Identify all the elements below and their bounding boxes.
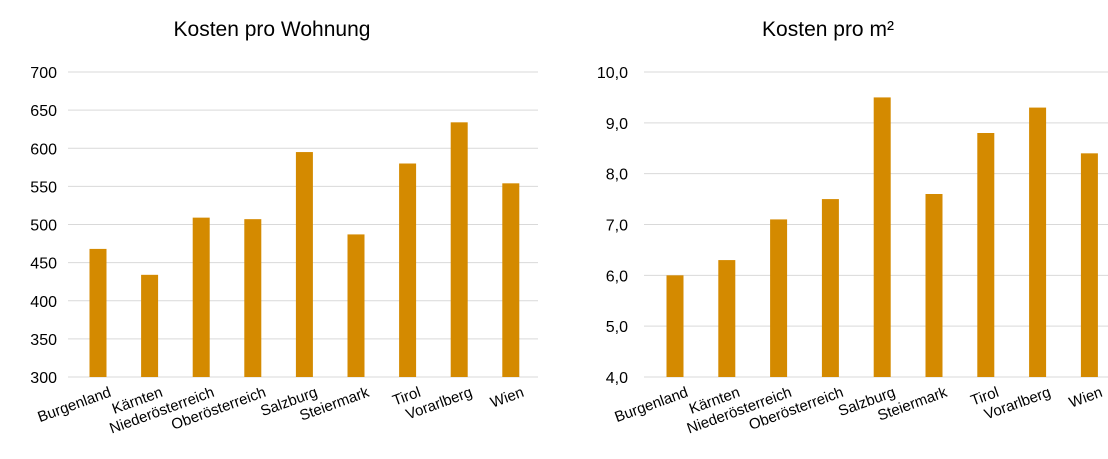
bar-salzburg	[873, 97, 891, 378]
y-tick-label: 500	[30, 218, 57, 235]
bar-niederösterreich	[770, 219, 788, 377]
bar-oberösterreich	[244, 219, 262, 377]
y-tick-label: 600	[30, 141, 57, 158]
bar-kärnten	[141, 274, 159, 377]
bar-burgenland	[89, 248, 107, 377]
y-tick-label: 5,0	[606, 319, 628, 336]
y-tick-label: 550	[30, 179, 57, 196]
chart-kosten-pro-m2: Kosten pro m² 4,0 5,0 6,0 7,0 8,0 9,0 10,0 Burg…	[597, 18, 1108, 437]
y-tick-label: 4,0	[606, 370, 628, 387]
bar-vorarlberg	[1029, 107, 1047, 377]
y-tick-label: 6,0	[606, 268, 628, 285]
y-tick-label: 10,0	[597, 65, 628, 82]
bar-wien	[502, 183, 520, 377]
x-category-label: Burgenland	[612, 384, 690, 426]
y-tick-label: 450	[30, 256, 57, 273]
x-category-label: Wien	[1067, 384, 1105, 412]
bar-salzburg	[295, 152, 313, 377]
x-category-label: Wien	[488, 384, 526, 412]
y-tick-label: 650	[30, 103, 57, 120]
bar-steiermark	[347, 234, 365, 377]
bar-wien	[1080, 153, 1098, 377]
bar-steiermark	[925, 194, 943, 377]
bar-tirol	[399, 163, 417, 377]
bar-tirol	[977, 133, 995, 377]
bar-oberösterreich	[821, 199, 839, 377]
y-tick-label: 300	[30, 370, 57, 387]
y-tick-label: 350	[30, 332, 57, 349]
bar-vorarlberg	[450, 122, 468, 377]
y-tick-label: 8,0	[606, 167, 628, 184]
y-tick-label: 7,0	[606, 218, 628, 235]
y-tick-label: 400	[30, 294, 57, 311]
chart-title: Kosten pro Wohnung	[174, 18, 371, 41]
bar-kärnten	[718, 260, 736, 377]
y-tick-label: 700	[30, 65, 57, 82]
x-category-label: Burgenland	[35, 384, 113, 426]
chart-kosten-pro-wohnung: Kosten pro Wohnung 300 350 400 450 500 550 600…	[30, 18, 538, 437]
y-tick-label: 9,0	[606, 116, 628, 133]
chart-title: Kosten pro m²	[762, 18, 894, 41]
bar-niederösterreich	[192, 217, 210, 377]
bar-burgenland	[666, 275, 684, 377]
